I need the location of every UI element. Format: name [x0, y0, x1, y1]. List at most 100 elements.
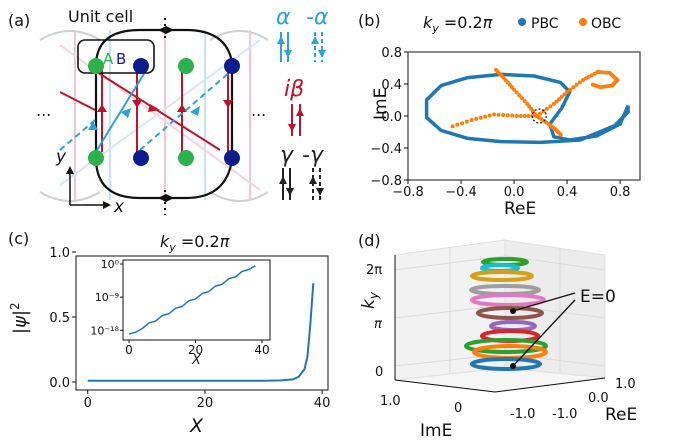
x-axis-label: ReE: [504, 199, 536, 219]
y-tick-label: −0.4: [370, 142, 402, 157]
legend-gamma: γ: [280, 143, 294, 168]
wavefunction-plot: 0 20 40 0.0 0.5 1.0 0 20 40 10⁰ 10⁻⁹ 10⁻¹⁸ X: [49, 246, 330, 411]
imE-axis-label: ImE: [420, 421, 452, 441]
y-arrowhead: [66, 166, 74, 174]
legend-neg-gamma: -γ: [302, 143, 324, 168]
panel-b-legend: PBC OBC: [518, 16, 621, 32]
obc-point: [455, 122, 460, 127]
y-tick-label: 0.0: [49, 376, 70, 391]
x-tick-label: 20: [197, 396, 214, 411]
spectrum-loop: [470, 270, 534, 282]
site-b: [224, 58, 240, 74]
spectrum-loop: [470, 293, 546, 307]
obc-point: [586, 74, 591, 79]
panel-b-title: ky =0.2π: [423, 13, 493, 35]
obc-point: [487, 113, 492, 118]
site-a-label: A: [103, 50, 114, 68]
y-tick-label: 0.4: [381, 78, 402, 93]
obc-point: [494, 67, 499, 72]
obc-point: [548, 104, 553, 109]
ellipsis-left: ...: [36, 101, 51, 120]
obc-point: [483, 114, 488, 119]
x-axis-label: X: [189, 415, 204, 437]
legend-alpha: α: [276, 5, 291, 30]
z-axis-label: ky: [359, 291, 381, 309]
site-b-label: B: [116, 50, 126, 68]
inset-y-tick-label: 10⁻¹⁸: [90, 324, 119, 337]
obc-point: [551, 102, 556, 106]
legend-neg-alpha: -α: [306, 5, 329, 30]
y-axis-label: |ψ|2: [8, 302, 31, 334]
x-tick-label: 40: [314, 396, 331, 411]
site-b: [133, 58, 149, 74]
obc-point: [589, 73, 594, 78]
x-tick-label: 0.8: [610, 185, 631, 200]
site-a: [88, 58, 104, 74]
panel-c-label: (c): [8, 229, 29, 248]
obc-point: [450, 124, 455, 129]
plot-frame: [75, 255, 329, 391]
obc-point: [469, 118, 474, 122]
obc-point: [538, 111, 543, 116]
obc-point: [522, 99, 527, 104]
inset-y-tick-label: 10⁰: [101, 258, 120, 271]
panel-d: (d) E=0 0 π 2π ky 1.0 0: [358, 231, 637, 441]
inset-x-tick-label: 40: [254, 343, 269, 357]
reE-tick-0: 0.0: [588, 391, 609, 406]
obc-point: [592, 71, 597, 76]
z-tick-0: 0: [375, 365, 383, 380]
zero-energy-marker: [531, 108, 547, 124]
panel-c-title: ky =0.2π: [160, 232, 230, 254]
inset-frame: [122, 259, 271, 341]
imE-tick-0: 0: [454, 401, 462, 416]
y-tick-label: 0.0: [381, 110, 402, 125]
obc-point: [554, 99, 559, 104]
obc-point: [583, 76, 588, 81]
lattice-sites: [88, 58, 240, 166]
panel-a-label: (a): [8, 11, 30, 30]
obc-point: [496, 112, 501, 117]
obc-point: [565, 90, 570, 94]
imE-tick-1: 1.0: [380, 394, 401, 409]
y-axis-label: ImE: [371, 88, 391, 120]
x-tick-label: 0.4: [557, 185, 578, 200]
obc-point: [474, 116, 479, 121]
ellipsis-right: ...: [251, 101, 266, 120]
panel-b: (b) ky =0.2π PBC OBC −0.8 −0.4 0.0 0.4 0.8 0.…: [358, 11, 641, 219]
unit-cell-label: Unit cell: [68, 7, 133, 26]
imE-tick-m1: -1.0: [510, 407, 535, 422]
legend-obc: OBC: [591, 16, 621, 32]
x-tick-label: −0.4: [445, 185, 477, 200]
obc-point: [557, 97, 562, 102]
obc-point: [574, 82, 579, 87]
spectrum-loop: [476, 306, 544, 320]
hopping-legend: α -α iβ γ -γ: [276, 5, 329, 200]
obc-point: [526, 114, 531, 118]
panel-c: (c) ky =0.2π 0 20 40 0.0 0.5 1.0 0 20 40 10⁰ 10⁻⁹ 1…: [8, 229, 330, 437]
obc-point: [492, 112, 497, 117]
x-tick-label: 0: [84, 396, 92, 411]
site-a: [178, 150, 194, 166]
obc-point: [544, 106, 549, 111]
panel-b-label: (b): [358, 11, 381, 30]
obc-point: [571, 85, 576, 90]
e0-annotation: E=0: [510, 287, 616, 369]
obc-point: [559, 94, 564, 99]
site-b: [133, 150, 149, 166]
e0-label: E=0: [580, 287, 616, 307]
panel-a: (a): [8, 5, 329, 217]
obc-point: [562, 92, 567, 97]
gamma-arrowheads: [158, 26, 174, 202]
site-a: [88, 150, 104, 166]
obc-point: [558, 132, 563, 137]
obc-point: [525, 102, 530, 106]
obc-point: [577, 80, 582, 85]
spectrum-plot: −0.8 −0.4 0.0 0.4 0.8 0.8 0.4 0.0 −0.4 −0.8: [370, 46, 641, 200]
site-b: [224, 150, 240, 166]
y-tick-label: 0.8: [381, 46, 402, 61]
obc-point: [464, 119, 469, 124]
x-arrowhead: [103, 201, 111, 209]
ky-spectrum-3d: [464, 257, 548, 371]
z-tick-pi: π: [374, 317, 382, 332]
